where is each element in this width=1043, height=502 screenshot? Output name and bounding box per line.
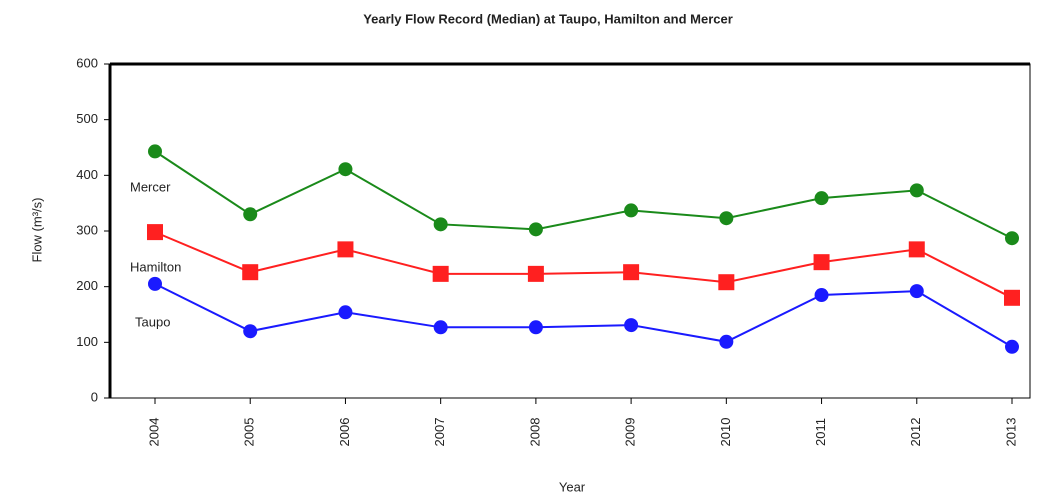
y-axis-label: Flow (m³/s) <box>29 198 44 263</box>
series-line <box>154 150 1013 240</box>
x-axis-label: Year <box>559 479 586 494</box>
marker <box>338 305 353 320</box>
series-line <box>154 282 1013 348</box>
x-tick-label: 2008 <box>527 418 542 447</box>
y-tick-label: 200 <box>76 278 98 293</box>
x-tick-label: 2012 <box>908 418 923 447</box>
marker <box>719 334 734 349</box>
series-label: Mercer <box>130 179 171 194</box>
x-tick-label: 2004 <box>146 418 161 447</box>
marker <box>909 183 924 198</box>
x-tick-label: 2009 <box>623 418 638 447</box>
marker <box>433 320 448 335</box>
marker <box>527 265 544 282</box>
y-tick-label: 400 <box>76 167 98 182</box>
x-tick-label: 2005 <box>242 418 257 447</box>
marker <box>814 288 829 303</box>
marker <box>432 265 449 282</box>
marker <box>337 241 354 258</box>
x-tick-label: 2013 <box>1003 418 1018 447</box>
marker <box>148 144 162 159</box>
marker <box>908 241 925 258</box>
marker <box>1005 339 1019 354</box>
marker <box>814 191 829 206</box>
chart-title: Yearly Flow Record (Median) at Taupo, Ha… <box>363 11 733 26</box>
marker <box>909 284 924 299</box>
y-tick-label: 300 <box>76 222 98 237</box>
marker <box>718 274 735 291</box>
marker <box>242 264 259 281</box>
x-tick-label: 2010 <box>718 418 733 447</box>
marker <box>147 224 163 241</box>
x-tick-label: 2007 <box>432 418 447 447</box>
series-line <box>154 231 1013 299</box>
marker <box>528 222 543 237</box>
marker <box>813 254 830 271</box>
series-label: Hamilton <box>130 259 181 274</box>
y-tick-label: 0 <box>91 389 98 404</box>
marker <box>243 324 258 339</box>
marker <box>1004 289 1020 306</box>
marker <box>624 203 639 218</box>
series-label: Taupo <box>135 314 170 329</box>
x-tick-label: 2011 <box>813 418 828 446</box>
marker <box>243 207 258 222</box>
marker <box>719 211 734 226</box>
marker <box>338 162 353 177</box>
y-tick-label: 500 <box>76 111 98 126</box>
x-tick-label: 2006 <box>337 418 352 447</box>
marker <box>624 318 639 333</box>
plot-frame <box>109 63 1031 399</box>
marker <box>1005 231 1019 246</box>
marker <box>528 320 543 335</box>
marker <box>433 217 448 232</box>
marker <box>148 276 162 291</box>
y-tick-label: 600 <box>76 55 98 70</box>
marker <box>623 264 640 281</box>
y-tick-label: 100 <box>76 334 98 349</box>
